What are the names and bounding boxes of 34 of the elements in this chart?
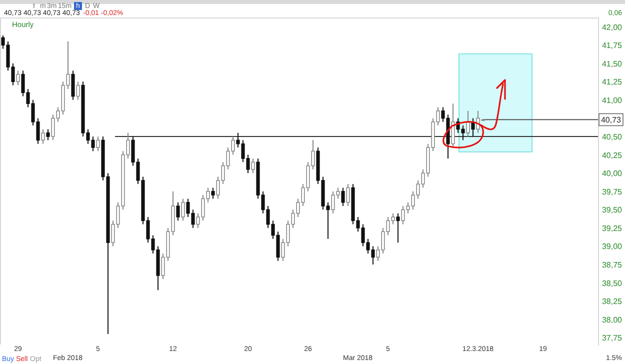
y-tick-label: 41,25 xyxy=(602,78,623,87)
y-tick-label: 38,75 xyxy=(602,260,623,270)
candlestick xyxy=(396,212,400,244)
y-tick-label: 38,25 xyxy=(602,297,623,306)
ref-line-label: 40,73 xyxy=(600,116,622,125)
candlestick xyxy=(16,70,20,86)
candlestick xyxy=(466,110,470,138)
candlestick xyxy=(211,187,215,200)
candlestick xyxy=(76,81,80,100)
candlestick xyxy=(346,184,350,207)
candlestick xyxy=(251,158,255,174)
y-tick-label: 41,00 xyxy=(602,96,623,105)
y-tick-label: 38,50 xyxy=(602,278,623,288)
candlestick xyxy=(71,70,75,100)
y-tick-label: 41,75 xyxy=(602,41,623,50)
y-tick-label: 40,50 xyxy=(602,132,623,142)
candlestick xyxy=(181,198,185,222)
candlestick xyxy=(96,136,100,152)
y-tick-label: 42,00 xyxy=(602,22,623,32)
candlestick xyxy=(451,103,455,148)
y-tick-label: 40,00 xyxy=(602,169,623,178)
y-tick-label: 39,25 xyxy=(602,224,623,233)
y-tick-label: 38,00 xyxy=(602,315,623,324)
y-tick-label: 39,75 xyxy=(602,187,623,196)
y-tick-label: 40,25 xyxy=(602,150,623,160)
candlestick xyxy=(341,187,345,207)
candlestick xyxy=(46,128,50,141)
y-tick-label: 39,50 xyxy=(602,206,623,215)
y-tick-label: 41,50 xyxy=(602,59,623,68)
candlestick xyxy=(471,118,475,138)
candlestick xyxy=(176,202,180,222)
candlestick xyxy=(41,128,45,144)
y-tick-label: 37,75 xyxy=(602,334,623,343)
y-tick-label: 39,00 xyxy=(602,242,623,252)
